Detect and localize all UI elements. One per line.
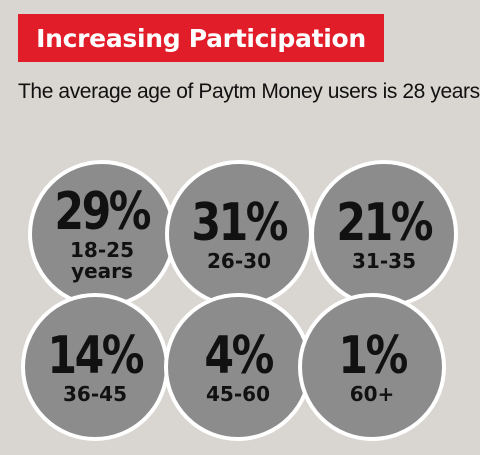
bubble-category-label: 31-35 [352,248,416,273]
bubble-value-label: 31% [191,192,289,253]
bubble-value-label: 14% [47,325,145,386]
bubble-5: 4% 45-60 [164,293,312,441]
bubble-value-label: 21% [336,192,434,253]
bubble-value-label: 1% [338,325,408,386]
title-banner: Increasing Participation [18,14,384,62]
bubble-category-label: 18-25 years [70,238,134,283]
bubble-category-label: 26-30 [207,248,271,273]
bubble-2: 31% 26-30 [165,160,313,308]
bubble-category-label: 60+ [349,381,395,406]
bubble-value-label: 4% [204,325,274,386]
bubble-6: 1% 60+ [298,293,446,441]
bubble-4: 14% 36-45 [21,293,169,441]
chart-title: Increasing Participation [36,23,366,53]
bubble-value-label: 29% [54,182,152,242]
bubble-category-label: 45-60 [206,381,270,406]
bubble-category-label: 36-45 [63,381,127,406]
bubble-3: 21% 31-35 [310,160,458,308]
chart-subtitle: The average age of Paytm Money users is … [18,80,480,103]
bubble-1: 29% 18-25 years [28,160,176,308]
